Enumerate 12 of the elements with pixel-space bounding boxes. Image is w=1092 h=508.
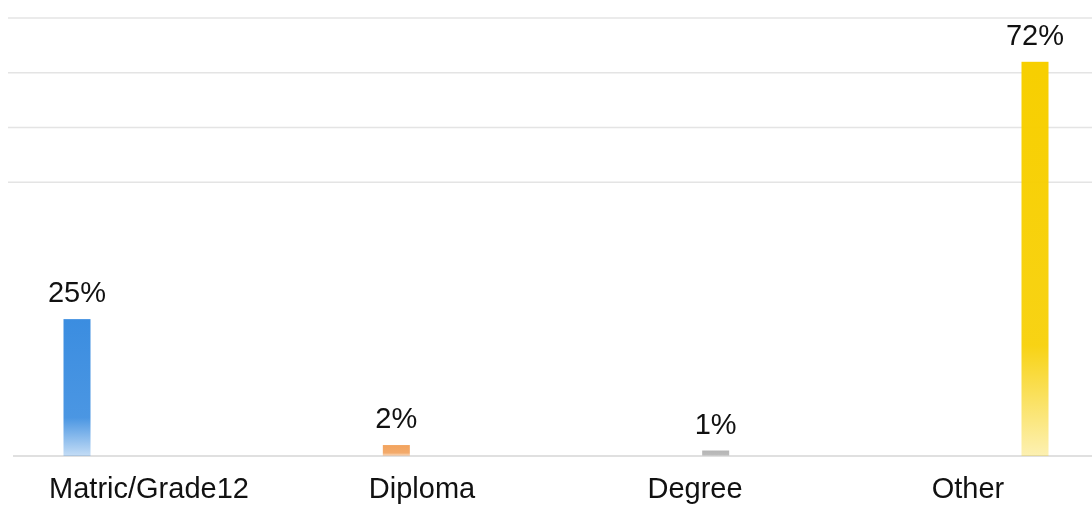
- data-label: 2%: [375, 402, 418, 435]
- x-tick-label: Matric/Grade12: [49, 472, 249, 504]
- x-tick-label: Diploma: [368, 472, 477, 504]
- bar: [702, 450, 730, 456]
- data-label: 25%: [47, 276, 107, 309]
- bar: [382, 445, 410, 456]
- x-tick-label: Other: [931, 472, 1005, 504]
- bar: [63, 319, 91, 456]
- data-label: 72%: [1005, 18, 1065, 51]
- bar: [1021, 61, 1049, 456]
- x-tick-label: Degree: [647, 472, 743, 504]
- data-label: 1%: [694, 407, 737, 440]
